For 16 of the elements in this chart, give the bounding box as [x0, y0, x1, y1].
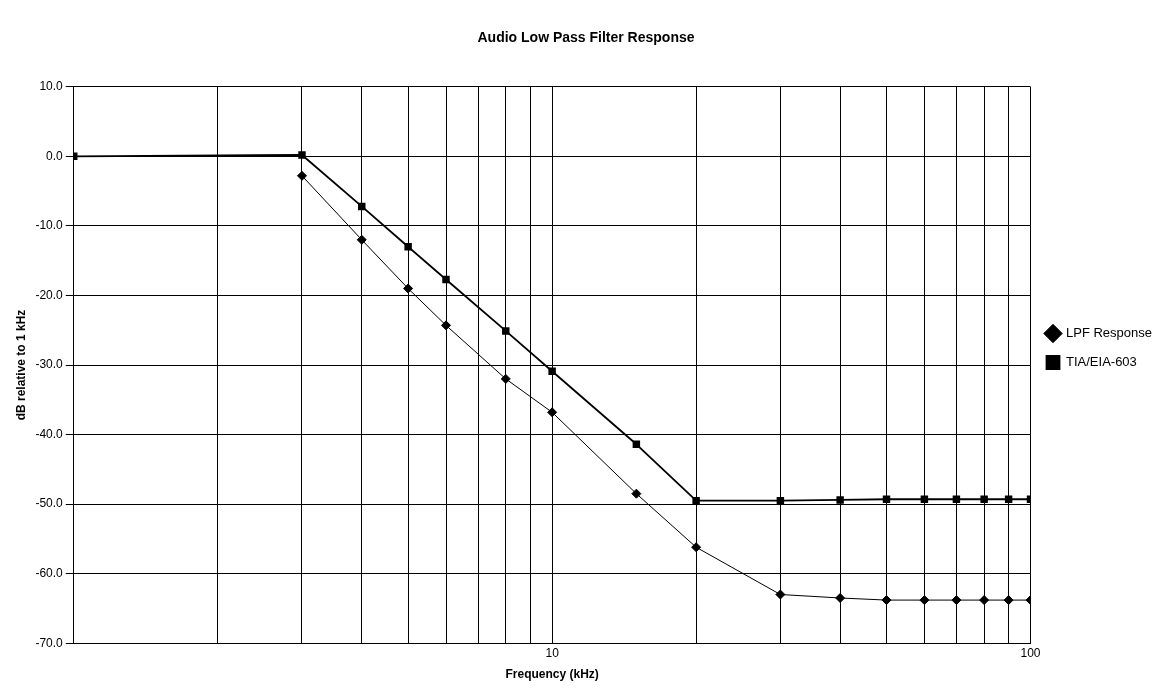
- y-tick-label: -30.0: [35, 357, 64, 372]
- y-tick-label: 0.0: [46, 148, 64, 163]
- chart-title: Audio Low Pass Filter Response: [477, 29, 695, 46]
- x-tick-label: 10: [545, 645, 560, 660]
- y-tick-label: -10.0: [35, 218, 64, 233]
- x-axis-title: Frequency (kHz): [505, 667, 599, 682]
- x-tick-label: 100: [1020, 645, 1041, 660]
- y-tick-label: -20.0: [35, 287, 64, 302]
- y-tick-label: 10.0: [39, 79, 64, 94]
- y-tick-label: -70.0: [35, 635, 64, 650]
- y-tick-label: -50.0: [35, 496, 64, 511]
- legend-label: LPF Response: [1066, 325, 1153, 341]
- y-tick-label: -60.0: [35, 565, 64, 580]
- y-tick-label: -40.0: [35, 426, 64, 441]
- legend-label: TIA/EIA-603: [1066, 354, 1137, 370]
- y-axis-title: dB relative to 1 kHz: [13, 309, 28, 421]
